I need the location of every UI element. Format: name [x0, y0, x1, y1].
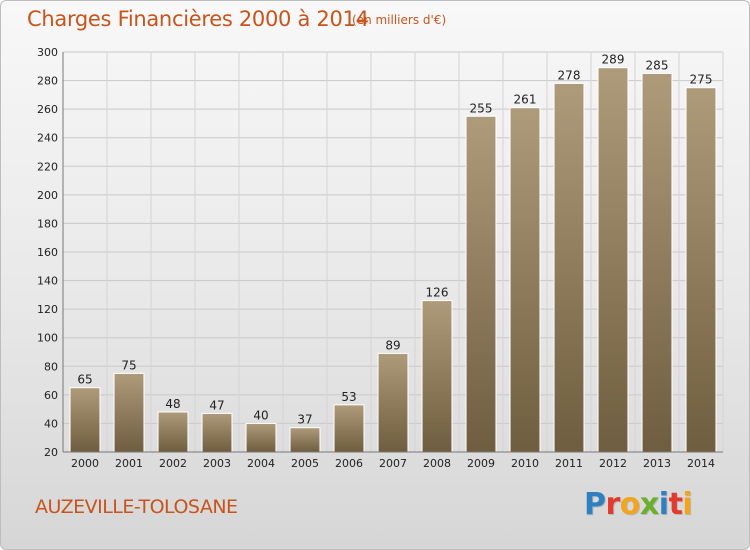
y-tick-label: 240	[37, 132, 58, 145]
bar-2006	[333, 404, 365, 453]
logo-letter: x	[639, 487, 659, 522]
value-label: 126	[426, 286, 449, 300]
bar-2003	[201, 412, 233, 453]
x-tick-label: 2014	[687, 457, 715, 470]
x-tick-label: 2003	[203, 457, 231, 470]
y-tick-label: 100	[37, 332, 58, 345]
proxiti-logo: Proxiti	[584, 487, 693, 522]
bar-2000	[69, 387, 101, 453]
value-label: 261	[514, 93, 537, 107]
chart-title: Charges Financières 2000 à 2014	[27, 7, 369, 31]
value-label: 65	[77, 373, 92, 387]
y-tick-label: 80	[44, 360, 58, 373]
value-label: 53	[341, 390, 356, 404]
bar-2013	[641, 72, 673, 453]
logo-letter: i	[658, 487, 669, 522]
bar-2010	[509, 107, 541, 453]
y-tick-label: 60	[44, 389, 58, 402]
y-tick-label: 140	[37, 275, 58, 288]
value-label: 89	[385, 338, 400, 352]
value-label: 37	[297, 413, 312, 427]
x-tick-label: 2013	[643, 457, 671, 470]
x-tick-label: 2007	[379, 457, 407, 470]
y-tick-label: 40	[44, 417, 58, 430]
x-tick-label: 2001	[115, 457, 143, 470]
logo-letter: r	[605, 487, 621, 522]
bar-2001	[113, 372, 145, 453]
x-tick-label: 2006	[335, 457, 363, 470]
y-tick-label: 220	[37, 160, 58, 173]
commune-name: AUZEVILLE-TOLOSANE	[35, 496, 238, 518]
value-label: 275	[690, 73, 713, 87]
x-tick-label: 2008	[423, 457, 451, 470]
logo-letter: P	[584, 487, 606, 522]
x-tick-label: 2002	[159, 457, 187, 470]
value-label: 75	[121, 358, 136, 372]
logo-letter: t	[668, 487, 683, 522]
value-label: 289	[602, 53, 625, 67]
y-tick-label: 200	[37, 189, 58, 202]
bar-2004	[245, 422, 277, 453]
value-label: 285	[646, 58, 669, 72]
x-tick-label: 2005	[291, 457, 319, 470]
x-tick-label: 2004	[247, 457, 275, 470]
y-tick-label: 160	[37, 246, 58, 259]
x-tick-label: 2010	[511, 457, 539, 470]
y-tick-label: 300	[37, 46, 58, 59]
bar-2002	[157, 411, 189, 453]
logo-letter: i	[682, 487, 693, 522]
bar-2011	[553, 82, 585, 453]
value-label: 40	[253, 408, 268, 422]
value-label: 47	[209, 398, 224, 412]
y-tick-label: 180	[37, 217, 58, 230]
value-label: 278	[558, 68, 581, 82]
logo-letter: o	[619, 487, 641, 522]
bar-2007	[377, 352, 409, 453]
x-tick-label: 2000	[71, 457, 99, 470]
bar-2009	[465, 115, 497, 453]
y-tick-label: 260	[37, 103, 58, 116]
y-tick-label: 20	[44, 446, 58, 459]
y-tick-label: 280	[37, 75, 58, 88]
y-tick-label: 120	[37, 303, 58, 316]
x-tick-label: 2012	[599, 457, 627, 470]
value-label: 255	[470, 101, 493, 115]
bar-2005	[289, 427, 321, 453]
chart-subtitle: (en milliers d'€)	[352, 13, 447, 27]
bar-2014	[685, 87, 717, 453]
bar-2008	[421, 300, 453, 453]
x-tick-label: 2009	[467, 457, 495, 470]
value-label: 48	[165, 397, 180, 411]
x-tick-label: 2011	[555, 457, 583, 470]
bar-2012	[597, 67, 629, 453]
